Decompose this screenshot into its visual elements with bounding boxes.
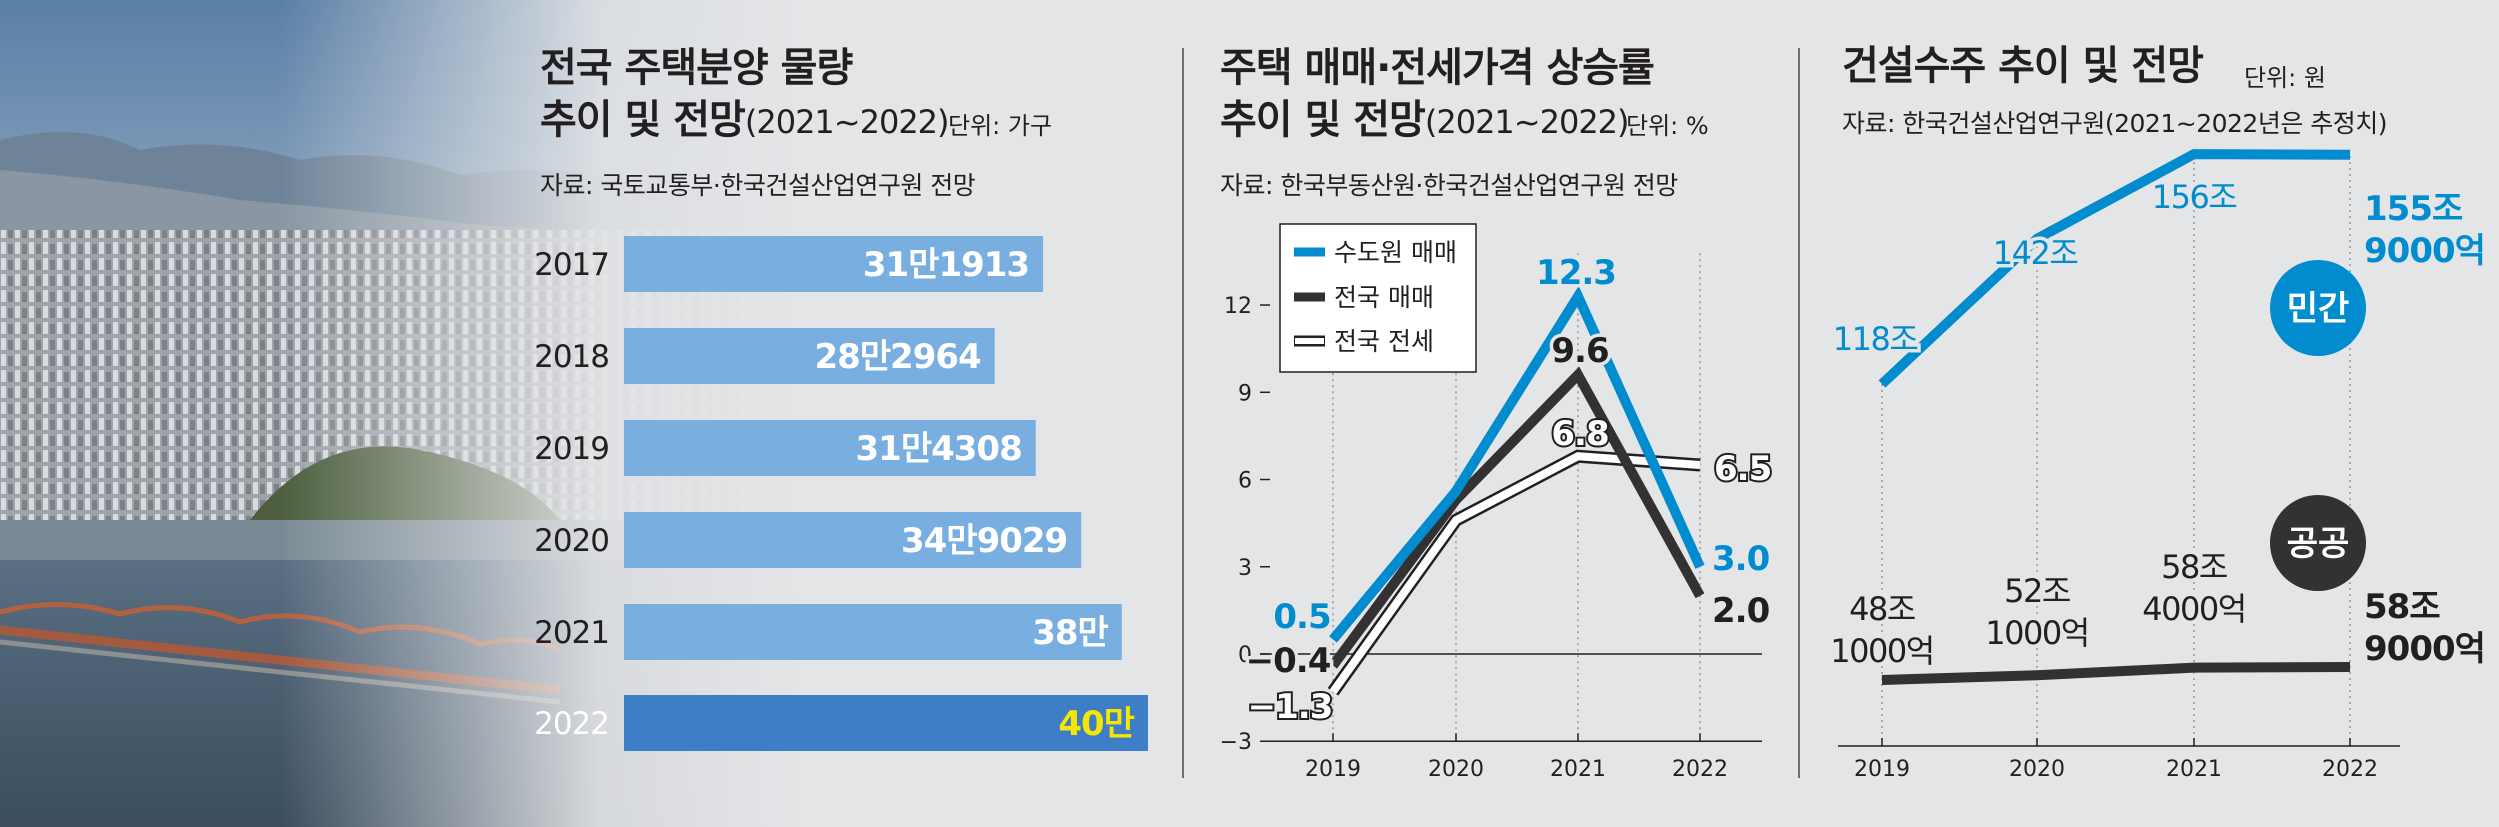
label-private-2022-line1: 155조	[2364, 189, 2463, 229]
label-capital-2019: 0.5	[1273, 597, 1330, 637]
series-capital-sale-line	[1329, 285, 1705, 643]
panel2-title-line2: 추이 및 전망	[1220, 97, 1426, 143]
x-tick-label-2020: 2020	[2009, 757, 2065, 782]
y-tick-label--3: −3	[1220, 730, 1252, 755]
bar-2019	[624, 420, 1036, 476]
badge-private-label: 민간	[2287, 289, 2350, 329]
bar-2020	[624, 512, 1082, 568]
legend-label-1: 전국 매매	[1334, 283, 1434, 312]
panel2-source: 자료: 한국부동산원·한국건설산업연구원 전망	[1220, 171, 1678, 200]
label-public-2022-line2: 9000억	[2364, 629, 2485, 669]
label-capital-2022: 3.0	[1712, 539, 1770, 579]
label-private-2019: 118조	[1833, 320, 1918, 358]
label-jeonse-2021: 6.8	[1551, 414, 1608, 454]
bar-value-label-2021: 38만	[1032, 613, 1108, 653]
label-national-2022: 2.0	[1712, 591, 1770, 631]
bar-year-label-2017: 2017	[534, 247, 609, 283]
badge-public-label: 공공	[2287, 524, 2350, 564]
divider-2	[1798, 48, 1800, 778]
panel2-title-line1: 주택 매매·전세가격 상승률	[1220, 45, 1655, 91]
series-national-sale-line	[1328, 366, 1705, 669]
series-public-line	[1881, 662, 2351, 685]
x-tick-label-2020: 2020	[1428, 757, 1484, 782]
label-national-2019: −0.4	[1246, 641, 1331, 681]
bar-2022	[624, 695, 1148, 751]
bar-2017	[624, 236, 1044, 292]
label-public-2021-line2: 4000억	[2142, 590, 2245, 628]
badge-private-circle	[2270, 260, 2366, 356]
y-tick-label-3: 3	[1238, 556, 1252, 581]
label-national-2021: 9.6	[1551, 331, 1608, 371]
bar-value-label-2019: 31만4308	[856, 429, 1022, 469]
bar-value-label-2020: 34만9029	[901, 521, 1067, 561]
label-private-2020: 142조	[1993, 234, 2078, 272]
bar-2018	[624, 328, 995, 384]
panel1-title: 전국 주택분양 물량 추이 및 전망(2021~2022)	[540, 42, 950, 148]
label-public-2022-line1: 58조	[2364, 587, 2440, 627]
bar-2021	[624, 604, 1122, 660]
label-public-2020-line2: 1000억	[1985, 614, 2088, 652]
x-tick-label-2021: 2021	[1550, 757, 1606, 782]
panel3-source: 자료: 한국건설산업연구원(2021~2022년은 추정치)	[1842, 109, 2388, 138]
series-jeonse-line	[1329, 452, 1701, 695]
label-public-2019-line2: 1000억	[1830, 632, 1933, 670]
bar-year-label-2022: 2022	[534, 706, 609, 742]
x-tick-label-2022: 2022	[1672, 757, 1728, 782]
legend-label-0: 수도원 매매	[1334, 238, 1457, 267]
x-tick-label-2021: 2021	[2166, 757, 2222, 782]
y-tick-label-9: 9	[1238, 381, 1252, 406]
x-tick-label-2019: 2019	[1305, 757, 1361, 782]
panel2-title: 주택 매매·전세가격 상승률 추이 및 전망(2021~2022)	[1220, 42, 1655, 148]
label-jeonse-2022: 6.5	[1714, 449, 1771, 489]
bar-value-label-2017: 31만1913	[863, 245, 1029, 285]
panel3-title: 건설수주 추이 및 전망	[1842, 43, 2204, 89]
legend-label-2: 전국 전세	[1334, 327, 1434, 356]
panel1-unit: 단위: 가구	[948, 112, 1053, 140]
label-public-2019-line1: 48조	[1849, 590, 1915, 628]
x-tick-label-2022: 2022	[2322, 757, 2378, 782]
panel1-title-years: (2021~2022)	[744, 103, 950, 141]
bar-year-label-2018: 2018	[534, 339, 609, 375]
divider-1	[1182, 48, 1184, 778]
panel1-source: 자료: 국토교통부·한국건설산업연구원 전망	[540, 171, 976, 200]
city-aerial-photo	[0, 0, 800, 827]
series-private-line	[1878, 149, 2351, 388]
panel2-unit: 단위: %	[1626, 112, 1709, 140]
label-public-2021-line1: 58조	[2161, 548, 2227, 586]
panel1-title-line1: 전국 주택분양 물량	[540, 45, 853, 91]
bar-year-label-2020: 2020	[534, 523, 609, 559]
badge-public-circle	[2270, 495, 2366, 591]
bar-year-label-2019: 2019	[534, 431, 609, 467]
label-jeonse-2019: −1.3	[1248, 687, 1333, 727]
label-private-2022-line2: 9000억	[2364, 231, 2485, 271]
panel2-title-years: (2021~2022)	[1424, 103, 1630, 141]
bar-value-label-2022: 40만	[1058, 704, 1134, 744]
y-tick-label-0: 0	[1238, 643, 1252, 668]
bar-value-label-2018: 28만2964	[814, 337, 981, 377]
label-private-2021: 156조	[2152, 178, 2237, 216]
panel3-unit: 단위: 원	[2244, 64, 2326, 92]
bar-year-label-2021: 2021	[534, 615, 609, 651]
label-public-2020-line1: 52조	[2004, 572, 2070, 610]
x-tick-label-2019: 2019	[1854, 757, 1910, 782]
y-tick-label-12: 12	[1224, 294, 1252, 319]
label-capital-2021: 12.3	[1536, 253, 1616, 293]
panel1-title-line2: 추이 및 전망	[540, 97, 746, 143]
y-tick-label-6: 6	[1238, 469, 1252, 494]
